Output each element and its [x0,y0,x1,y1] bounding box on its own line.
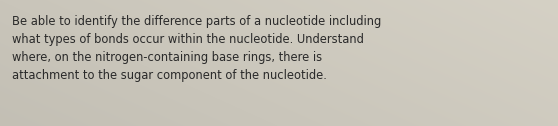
Text: Be able to identify the difference parts of a nucleotide including
what types of: Be able to identify the difference parts… [12,15,382,82]
